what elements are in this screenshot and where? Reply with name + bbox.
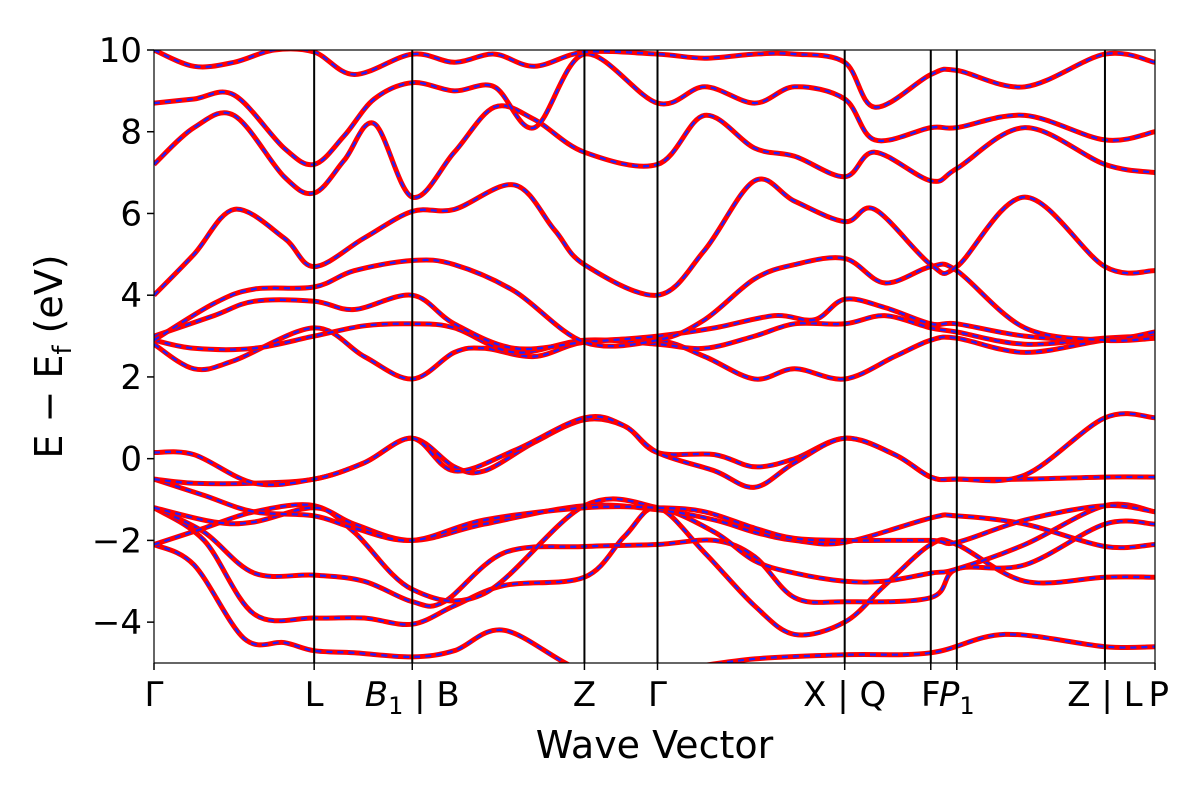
plot-frame	[153, 49, 1156, 664]
band-8-wannier	[154, 412, 1155, 489]
y-axis-title-main: E − E	[27, 355, 71, 459]
band-5-wannier	[154, 503, 1155, 549]
y-tick-label: −2	[92, 521, 142, 561]
x-tick-label-9: Z | L	[1067, 675, 1142, 715]
band-1-wannier	[154, 543, 1155, 663]
y-axis-title-subscript: f	[48, 345, 78, 355]
y-tick-label: 10	[99, 31, 142, 71]
band-16-dft	[154, 50, 1155, 110]
y-tick-label: 8	[120, 113, 142, 153]
x-tick-label-2: L	[305, 675, 324, 715]
kpoint-lines	[313, 50, 1106, 663]
x-tick-label-8: P1	[939, 675, 975, 720]
y-tick-label: −4	[92, 603, 142, 643]
x-tick-label-6: X | Q	[803, 675, 886, 715]
x-tick-label-10: P	[1148, 675, 1169, 715]
band-9-wannier	[154, 326, 1155, 381]
band-15-wannier	[154, 52, 1155, 166]
y-tick-label: 0	[120, 440, 142, 480]
x-tick-label-7: F	[921, 675, 941, 715]
x-tick-label-3: B1 | B	[365, 675, 460, 720]
y-axis-ticks: −4 −2 0 2 4 6 8 10	[92, 31, 154, 643]
band-14-dft	[154, 103, 1155, 200]
band-13-dft	[154, 176, 1155, 298]
band-13-wannier	[154, 177, 1155, 297]
x-tick-label-1: Γ	[145, 675, 164, 715]
x-tick-label-5: Γ	[648, 675, 667, 715]
y-axis-title-unit: (eV)	[27, 254, 71, 345]
bands-layer	[154, 50, 1155, 663]
y-tick-label: 4	[120, 276, 142, 316]
band-16-wannier	[154, 50, 1155, 109]
y-tick-label: 6	[120, 194, 142, 234]
x-tick-label-4: Z	[573, 675, 596, 715]
band-15-dft	[154, 51, 1155, 168]
band-1-dft	[154, 542, 1155, 663]
x-axis-title: Wave Vector	[536, 723, 774, 767]
band-14-wannier	[154, 104, 1155, 199]
band-12-wannier	[154, 256, 1155, 348]
y-tick-label: 2	[120, 358, 142, 398]
y-axis-title: E − Ef (eV)	[27, 254, 78, 458]
